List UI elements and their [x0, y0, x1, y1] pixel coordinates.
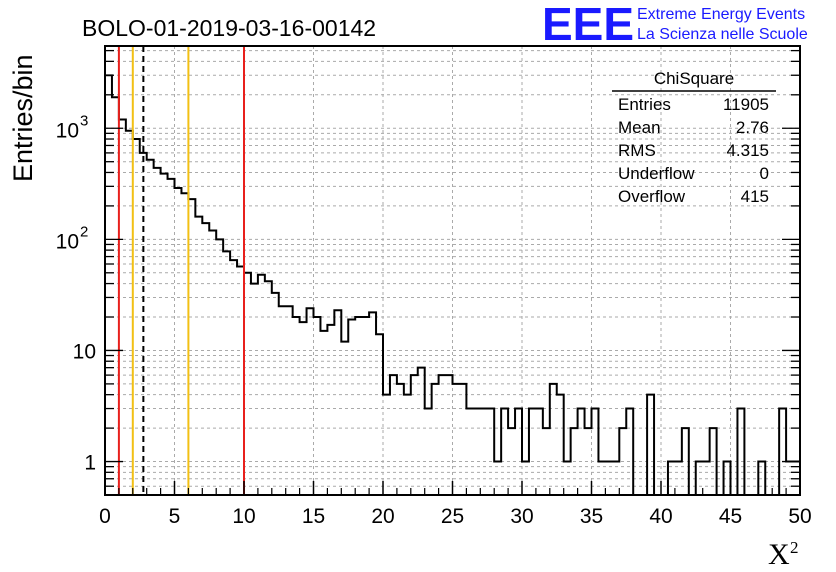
histogram-bin	[223, 251, 230, 495]
stats-box-title: ChiSquare	[654, 69, 734, 88]
y-tick-label: 10	[56, 119, 79, 142]
x-axis-label-main: X	[768, 538, 790, 571]
histogram-bin	[272, 293, 279, 495]
histogram-bin	[418, 368, 425, 495]
histogram-bin	[425, 409, 432, 495]
histogram-bin	[446, 375, 453, 495]
histogram-bin	[105, 75, 112, 495]
stats-label: Overflow	[618, 187, 686, 206]
histogram-bin	[480, 409, 487, 495]
histogram-bin	[487, 409, 494, 495]
histogram-bin	[411, 375, 418, 495]
histogram-bin	[175, 188, 182, 495]
histogram-bin	[209, 231, 216, 495]
histogram-bin	[515, 409, 522, 495]
histogram-bin	[265, 281, 272, 495]
x-tick-label: 40	[649, 505, 672, 528]
stats-value: 0	[760, 164, 769, 183]
histogram-bin	[140, 153, 147, 495]
histogram-bin	[168, 179, 175, 495]
histogram-bin	[154, 168, 161, 495]
x-tick-label: 25	[441, 505, 464, 528]
y-tick-exponent: 3	[80, 112, 88, 129]
histogram-bin	[626, 409, 633, 495]
y-tick-label: 10	[56, 230, 79, 253]
x-tick-label: 0	[99, 505, 111, 528]
y-tick-label: 10	[73, 340, 96, 363]
histogram-bin	[147, 160, 154, 495]
histogram-bin	[404, 395, 411, 495]
histogram-bin	[293, 317, 300, 495]
x-tick-label: 50	[788, 505, 811, 528]
histogram-bin	[237, 266, 244, 495]
stats-value: 11905	[723, 95, 769, 114]
stats-label: RMS	[618, 141, 656, 160]
histogram-bin	[181, 193, 188, 495]
stats-label: Mean	[618, 118, 661, 137]
x-axis-label: X 2	[768, 538, 799, 571]
x-tick-label: 5	[169, 505, 181, 528]
stats-label: Entries	[618, 95, 671, 114]
histogram-bin	[390, 375, 397, 495]
x-tick-label: 35	[580, 505, 603, 528]
grid-lines	[105, 46, 800, 496]
histogram-bin	[355, 317, 362, 495]
histogram-bin	[536, 409, 543, 495]
y-tick-exponent: 2	[80, 223, 88, 240]
histogram-bin	[473, 409, 480, 495]
histogram-bin	[348, 319, 355, 495]
histogram-bin	[314, 317, 321, 495]
logo-line-2: La Scienza nelle Scuole	[637, 26, 808, 43]
histogram-bin	[188, 199, 195, 495]
x-tick-label: 10	[232, 505, 255, 528]
histogram-bin	[439, 375, 446, 495]
histogram-outline	[105, 75, 800, 495]
reference-lines	[117, 46, 245, 495]
histogram-bin	[334, 310, 341, 495]
y-axis-label: Entries/bin	[8, 54, 38, 182]
histogram-bin	[376, 334, 383, 495]
y-tick-label: 1	[84, 452, 96, 475]
histogram-bin	[369, 312, 376, 495]
stats-value: 2.76	[736, 118, 769, 137]
histogram-bin	[112, 97, 119, 495]
chart-title: BOLO-01-2019-03-16-00142	[82, 15, 376, 41]
histogram-bin	[779, 409, 786, 495]
stats-value: 415	[741, 187, 769, 206]
x-tick-label: 15	[302, 505, 325, 528]
stats-box: ChiSquare Entries 11905 Mean 2.76 RMS 4.…	[612, 69, 776, 206]
histogram-bin	[529, 409, 536, 495]
histogram-bin	[230, 260, 237, 495]
x-tick-label: 45	[719, 505, 742, 528]
histogram-bin	[251, 284, 258, 495]
x-axis-label-superscript: 2	[790, 538, 799, 557]
logo-line-1: Extreme Energy Events	[637, 6, 805, 23]
x-tick-label: 20	[371, 505, 394, 528]
histogram-bin	[557, 395, 564, 495]
stats-value: 4.315	[726, 141, 769, 160]
histogram-bin	[592, 409, 599, 495]
histogram-bin	[501, 409, 508, 495]
histogram-bin	[383, 395, 390, 495]
histogram-bin	[362, 317, 369, 495]
histogram-bin	[578, 409, 585, 495]
histogram-bin	[126, 131, 133, 495]
histogram-bin	[647, 395, 654, 495]
logo-letters: EEE	[542, 0, 634, 50]
histogram-bin	[161, 174, 168, 495]
histogram-bin	[737, 409, 744, 495]
x-tick-label: 30	[510, 505, 533, 528]
eee-logo: EEE Extreme Energy Events La Scienza nel…	[542, 0, 808, 50]
histogram-bin	[466, 409, 473, 495]
histogram-bin	[119, 119, 126, 495]
stats-label: Underflow	[618, 164, 695, 183]
